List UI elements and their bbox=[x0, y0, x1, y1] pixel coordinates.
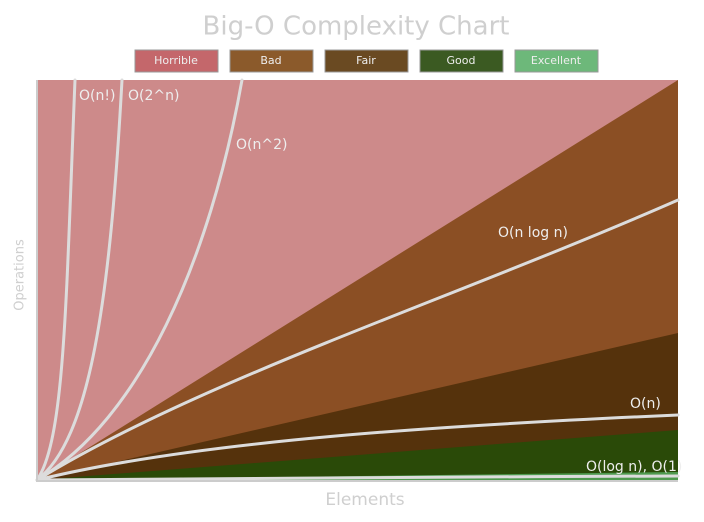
legend-swatch bbox=[324, 49, 409, 73]
legend-swatch bbox=[229, 49, 314, 73]
curve-label: O(n log n) bbox=[498, 225, 568, 241]
legend-label: Horrible bbox=[154, 54, 198, 67]
curve bbox=[35, 78, 77, 482]
curve-label: O(log n), O(1) bbox=[586, 459, 682, 475]
legend-swatch bbox=[514, 49, 599, 73]
legend-label: Excellent bbox=[531, 54, 582, 67]
curve bbox=[35, 78, 124, 482]
legend-swatch bbox=[134, 49, 219, 73]
y-axis-label: Operations bbox=[13, 239, 28, 311]
legend-label: Bad bbox=[260, 54, 281, 67]
legend-swatch bbox=[419, 49, 504, 73]
legend-label: Fair bbox=[356, 54, 376, 67]
curve bbox=[35, 198, 680, 482]
curve bbox=[35, 413, 680, 482]
x-axis-label: Elements bbox=[325, 490, 404, 510]
curve bbox=[35, 474, 680, 482]
curve-label: O(n) bbox=[630, 396, 661, 412]
title: Big-O Complexity Chart bbox=[203, 12, 510, 42]
curve bbox=[35, 78, 244, 482]
curve-label: O(n!) bbox=[79, 88, 115, 104]
curve-label: O(2^n) bbox=[128, 88, 179, 104]
curve-label: O(n^2) bbox=[236, 137, 287, 153]
region-good bbox=[37, 430, 678, 480]
legend-label: Good bbox=[447, 54, 476, 67]
